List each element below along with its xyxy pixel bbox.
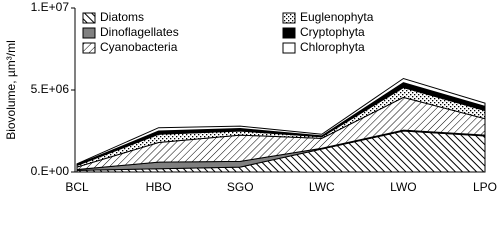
- legend-label: Euglenophyta: [300, 10, 374, 24]
- x-tick-label: LWO: [390, 180, 416, 194]
- legend-swatch: [282, 27, 296, 39]
- legend-swatch: [282, 12, 296, 24]
- legend-swatch: [82, 42, 96, 54]
- y-tick-label: 0.E+00: [31, 164, 70, 178]
- legend-swatch: [82, 27, 96, 39]
- legend-label: Cryptophyta: [300, 25, 365, 39]
- area: [76, 77, 486, 166]
- legend-label: Chlorophyta: [300, 40, 365, 54]
- y-tick-label: 5.E+06: [31, 82, 70, 96]
- legend-label: Cyanobacteria: [100, 40, 178, 54]
- x-tick-label: HBO: [146, 180, 172, 194]
- chart: Biovolume, µm³/ml 0.E+00 5.E+06 1.E+07 BCL H…: [4, 0, 497, 194]
- legend-label: Dinoflagellates: [100, 25, 179, 39]
- x-tick-label: LWC: [309, 180, 335, 194]
- x-tick-label: LPO: [473, 180, 497, 194]
- y-axis-label: Biovolume, µm³/ml: [4, 40, 18, 140]
- y-tick-label: 1.E+07: [31, 0, 70, 14]
- legend-swatch: [282, 42, 296, 54]
- legend-label: Diatoms: [100, 10, 144, 24]
- legend-swatch: [82, 12, 96, 24]
- x-tick-label: SGO: [227, 180, 254, 194]
- x-tick-label: BCL: [65, 180, 89, 194]
